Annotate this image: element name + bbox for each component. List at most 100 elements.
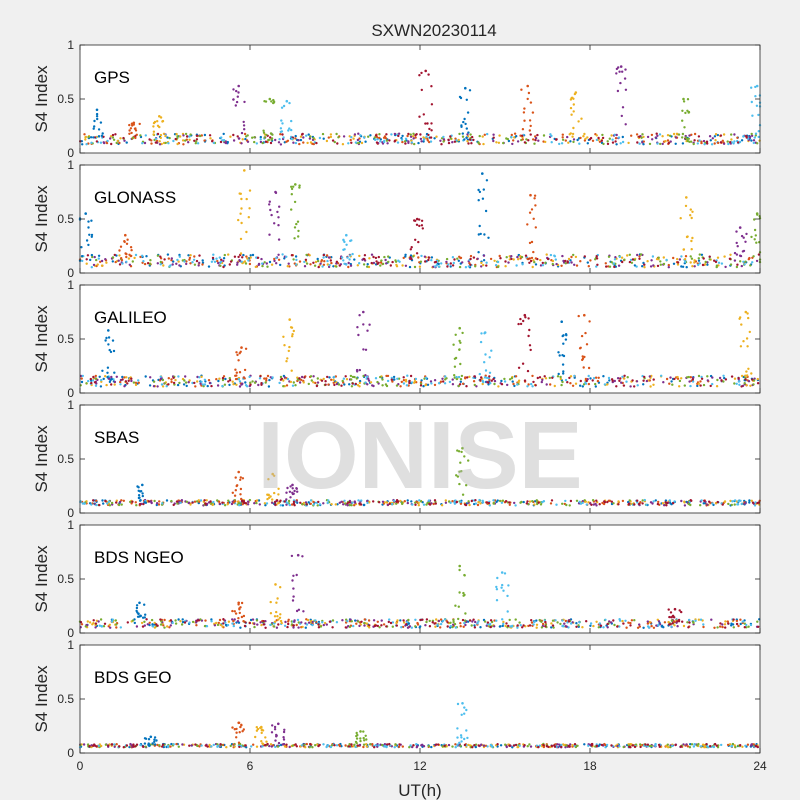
data-point xyxy=(730,745,733,748)
data-point xyxy=(109,350,113,354)
data-point xyxy=(216,384,220,387)
data-point xyxy=(358,137,361,140)
data-point xyxy=(477,199,480,202)
burst-peak-point xyxy=(149,735,153,739)
data-point xyxy=(606,140,609,143)
data-point xyxy=(236,135,239,138)
data-point xyxy=(637,502,641,506)
data-point xyxy=(713,135,717,138)
data-point xyxy=(404,255,407,258)
data-point xyxy=(666,134,670,137)
data-point xyxy=(203,383,207,386)
data-point xyxy=(733,140,736,143)
data-point xyxy=(121,262,124,265)
data-point xyxy=(255,619,259,622)
data-point xyxy=(572,138,576,141)
data-point xyxy=(619,81,622,85)
data-point xyxy=(283,344,286,347)
data-point xyxy=(483,620,487,623)
data-point xyxy=(425,135,428,138)
data-point xyxy=(305,742,308,746)
data-point xyxy=(572,103,575,106)
data-point xyxy=(683,126,686,129)
data-point xyxy=(240,131,244,135)
panel-label: GALILEO xyxy=(94,308,167,327)
data-point xyxy=(530,256,534,260)
data-point xyxy=(537,745,540,749)
data-point xyxy=(550,141,553,144)
data-point xyxy=(531,374,534,378)
data-point xyxy=(241,256,244,259)
data-point xyxy=(492,136,495,139)
data-point xyxy=(177,260,180,263)
data-point xyxy=(106,139,109,143)
data-point xyxy=(742,236,745,239)
data-point xyxy=(80,380,84,384)
data-point xyxy=(495,619,498,622)
data-point xyxy=(90,253,94,257)
data-point xyxy=(733,133,736,136)
data-point xyxy=(135,504,138,507)
data-point xyxy=(420,219,424,222)
data-point xyxy=(333,140,336,144)
data-point xyxy=(185,500,189,503)
data-point xyxy=(285,360,288,363)
data-point xyxy=(104,499,107,503)
data-point xyxy=(428,625,432,628)
data-point xyxy=(149,376,152,379)
data-point xyxy=(376,620,379,623)
data-point xyxy=(242,253,245,257)
data-point xyxy=(308,254,311,257)
data-point xyxy=(312,136,315,140)
data-point xyxy=(456,743,459,746)
data-point xyxy=(700,377,704,380)
data-point xyxy=(730,138,733,141)
data-point xyxy=(521,134,524,137)
data-point xyxy=(476,622,479,625)
data-point xyxy=(418,224,421,228)
data-point xyxy=(335,382,339,386)
data-point xyxy=(516,383,519,386)
data-point xyxy=(113,743,116,746)
data-point xyxy=(390,133,393,136)
data-point xyxy=(319,262,322,265)
data-point xyxy=(297,139,300,142)
data-point xyxy=(587,265,590,268)
data-point xyxy=(565,744,568,747)
data-point xyxy=(516,626,519,629)
data-point xyxy=(417,240,420,244)
data-point xyxy=(350,239,353,242)
data-point xyxy=(607,255,611,258)
data-point xyxy=(188,258,191,261)
data-point xyxy=(532,259,535,262)
data-point xyxy=(185,384,188,388)
data-point xyxy=(415,223,419,226)
data-point xyxy=(415,743,418,746)
data-point xyxy=(719,141,723,144)
data-point xyxy=(251,618,255,621)
data-point xyxy=(669,623,672,626)
data-point xyxy=(731,500,734,503)
burst-peak-point xyxy=(560,320,563,324)
data-point xyxy=(489,619,493,622)
data-point xyxy=(421,618,424,621)
data-point xyxy=(269,208,272,212)
data-point xyxy=(490,745,493,748)
data-point xyxy=(396,377,399,380)
data-point xyxy=(756,142,759,145)
panel-label: BDS NGEO xyxy=(94,548,184,567)
data-point xyxy=(535,626,538,629)
data-point xyxy=(585,620,588,623)
data-point xyxy=(517,366,521,369)
data-point xyxy=(221,501,224,504)
data-point xyxy=(163,626,166,629)
data-point xyxy=(690,499,693,502)
data-point xyxy=(649,385,652,388)
data-point xyxy=(419,133,422,136)
data-point xyxy=(374,256,378,260)
data-point xyxy=(532,217,535,220)
data-point xyxy=(238,352,241,355)
data-point xyxy=(742,249,746,253)
data-point xyxy=(561,619,564,622)
data-point xyxy=(86,254,90,257)
